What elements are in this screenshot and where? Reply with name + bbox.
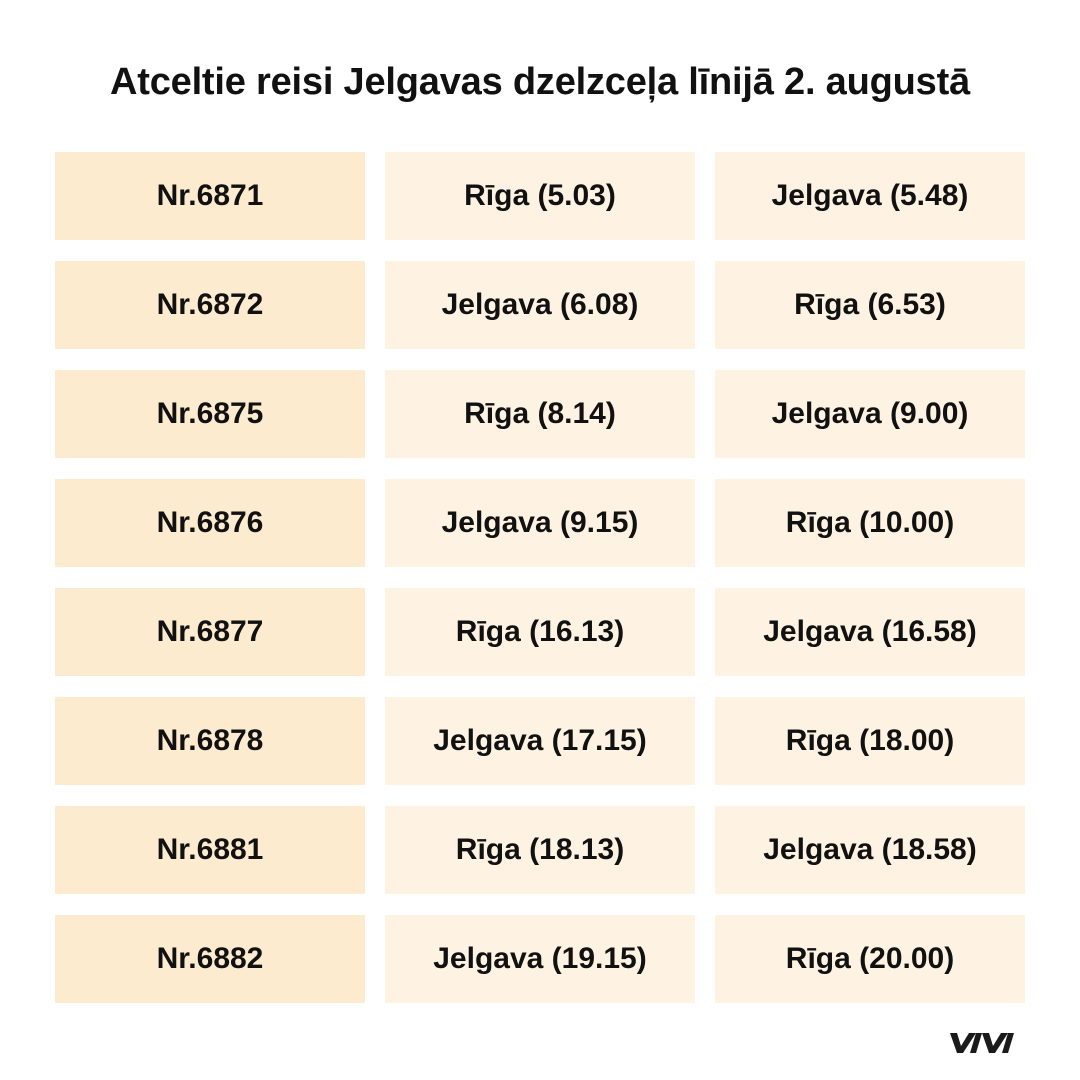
departure-cell: Rīga (8.14) xyxy=(385,370,695,458)
arrival-cell: Rīga (10.00) xyxy=(715,479,1025,567)
train-number-cell: Nr.6877 xyxy=(55,588,365,676)
train-number-cell: Nr.6872 xyxy=(55,261,365,349)
arrival-cell: Rīga (6.53) xyxy=(715,261,1025,349)
train-number-cell: Nr.6875 xyxy=(55,370,365,458)
arrival-cell: Jelgava (18.58) xyxy=(715,806,1025,894)
departure-cell: Rīga (5.03) xyxy=(385,152,695,240)
train-number-cell: Nr.6881 xyxy=(55,806,365,894)
departure-cell: Jelgava (17.15) xyxy=(385,697,695,785)
departure-cell: Rīga (16.13) xyxy=(385,588,695,676)
train-number-cell: Nr.6876 xyxy=(55,479,365,567)
page-title: Atceltie reisi Jelgavas dzelzceļa līnijā… xyxy=(110,61,970,103)
departure-cell: Rīga (18.13) xyxy=(385,806,695,894)
train-number-cell: Nr.6871 xyxy=(55,152,365,240)
vivi-logo-icon xyxy=(948,1030,1018,1056)
cancelled-trains-table: Nr.6871 Rīga (5.03) Jelgava (5.48) Nr.68… xyxy=(55,152,1025,1003)
train-number-cell: Nr.6882 xyxy=(55,915,365,1003)
arrival-cell: Rīga (18.00) xyxy=(715,697,1025,785)
arrival-cell: Jelgava (5.48) xyxy=(715,152,1025,240)
arrival-cell: Jelgava (9.00) xyxy=(715,370,1025,458)
departure-cell: Jelgava (6.08) xyxy=(385,261,695,349)
arrival-cell: Jelgava (16.58) xyxy=(715,588,1025,676)
train-number-cell: Nr.6878 xyxy=(55,697,365,785)
departure-cell: Jelgava (19.15) xyxy=(385,915,695,1003)
departure-cell: Jelgava (9.15) xyxy=(385,479,695,567)
arrival-cell: Rīga (20.00) xyxy=(715,915,1025,1003)
